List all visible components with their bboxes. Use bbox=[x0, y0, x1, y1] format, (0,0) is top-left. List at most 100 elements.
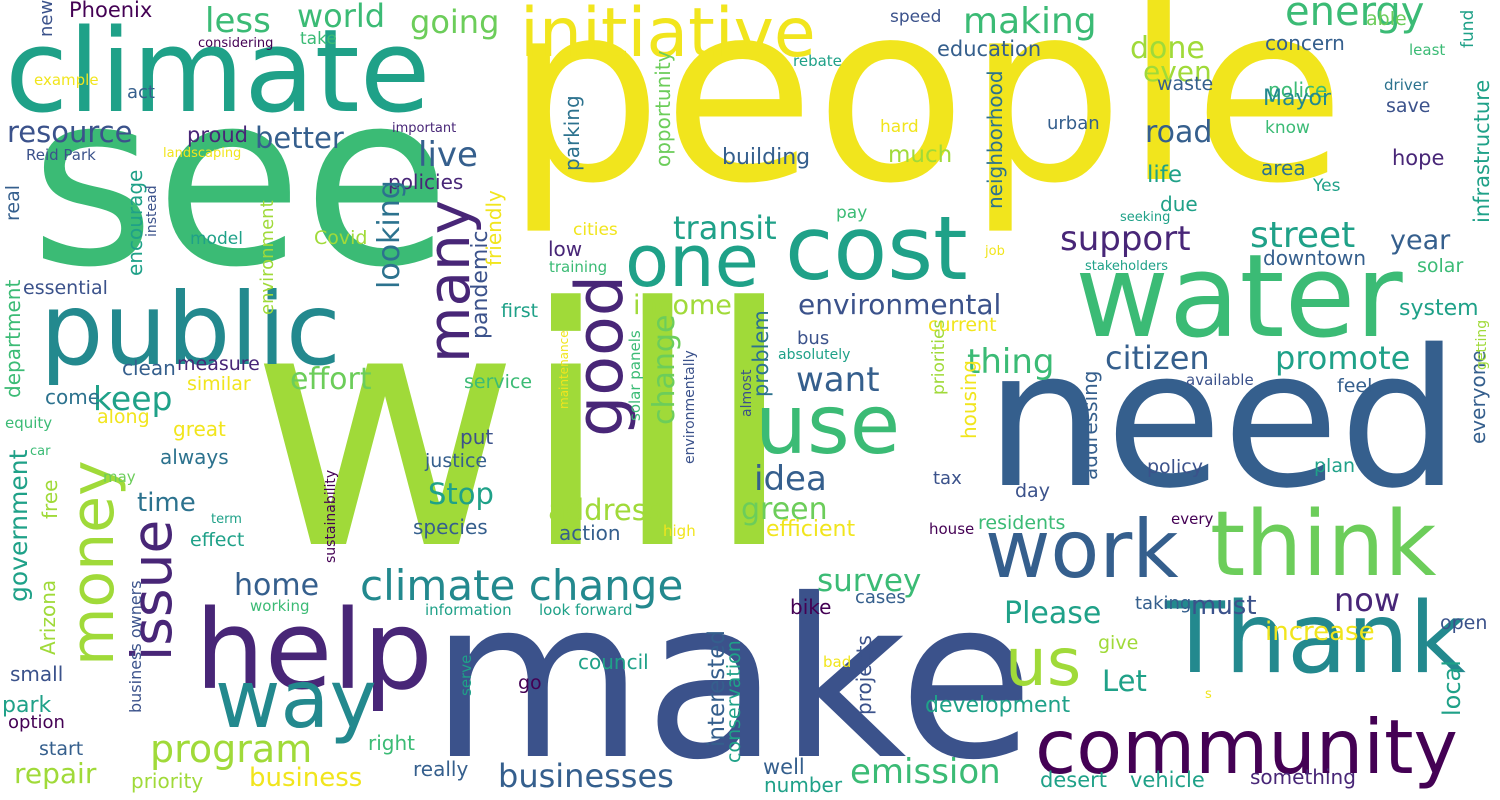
word-training: training bbox=[549, 258, 608, 276]
word-instead: instead bbox=[144, 185, 160, 237]
word-covid: Covid bbox=[314, 227, 368, 249]
word-reid-park: Reid Park bbox=[26, 146, 96, 164]
word-council: council bbox=[578, 650, 649, 674]
word-cities: cities bbox=[573, 220, 618, 240]
word-water: water bbox=[1075, 230, 1403, 364]
word-solar-panels: solar panels bbox=[626, 330, 644, 421]
word-idea: idea bbox=[754, 459, 827, 499]
word-plan: plan bbox=[1314, 455, 1356, 477]
word-conservation: conservation bbox=[723, 640, 745, 763]
word-know: know bbox=[1265, 118, 1310, 138]
word-take: take bbox=[300, 29, 337, 49]
word-looking: looking bbox=[372, 180, 407, 289]
word-parking: parking bbox=[560, 95, 584, 171]
word-option: option bbox=[8, 712, 65, 733]
word-department: department bbox=[1, 280, 25, 399]
word-please: Please bbox=[1004, 596, 1102, 631]
word-neighborhood: neighborhood bbox=[983, 70, 1007, 209]
word-serve: serve bbox=[457, 655, 475, 697]
word-able: able bbox=[1366, 8, 1407, 30]
word-need: need bbox=[985, 309, 1460, 530]
word-bus: bus bbox=[797, 328, 830, 349]
word-bad: bad bbox=[823, 653, 852, 671]
word-high: high bbox=[663, 522, 696, 540]
word-stop: Stop bbox=[428, 477, 494, 511]
word-system: system bbox=[1399, 296, 1479, 321]
word-car: car bbox=[30, 444, 51, 459]
word-park: park bbox=[2, 693, 52, 718]
word-low: low bbox=[548, 237, 583, 261]
word-absolutely: absolutely bbox=[778, 347, 851, 363]
word-development: development bbox=[925, 693, 1071, 718]
word-act: act bbox=[127, 82, 155, 103]
word-making: making bbox=[963, 1, 1097, 42]
word-getting: getting bbox=[1474, 320, 1490, 371]
word-efficient: efficient bbox=[766, 517, 856, 542]
word-working: working bbox=[250, 597, 310, 615]
word-now: now bbox=[1334, 581, 1401, 619]
word-cost: cost bbox=[785, 197, 968, 300]
word-encourage: encourage bbox=[123, 170, 147, 277]
word-model: model bbox=[190, 229, 243, 249]
word-environment: environment bbox=[257, 200, 278, 315]
word-example: example bbox=[34, 71, 99, 89]
word-proud: proud bbox=[187, 123, 248, 147]
word-infrastructure: infrastructure bbox=[1470, 80, 1494, 224]
word-transit: transit bbox=[673, 209, 777, 247]
word-live: live bbox=[418, 135, 478, 175]
word-survey: survey bbox=[817, 563, 922, 599]
word-hope: hope bbox=[1392, 146, 1445, 170]
word-us: us bbox=[1005, 624, 1082, 701]
word-use: use bbox=[755, 378, 901, 473]
word-effect: effect bbox=[190, 529, 245, 551]
word-businesses: businesses bbox=[498, 757, 674, 795]
word-program: program bbox=[150, 727, 313, 771]
word-every: every bbox=[1171, 510, 1214, 528]
word-well: well bbox=[763, 755, 805, 779]
word-education: education bbox=[937, 37, 1042, 61]
word-environmental: environmental bbox=[798, 288, 1002, 321]
word-essential: essential bbox=[23, 277, 108, 299]
word-done: done bbox=[1130, 31, 1205, 66]
word-concern: concern bbox=[1265, 31, 1345, 55]
word-tax: tax bbox=[933, 468, 962, 489]
word-free: free bbox=[38, 480, 62, 520]
word-way: way bbox=[215, 653, 377, 746]
word-cases: cases bbox=[855, 587, 906, 608]
word-phoenix: Phoenix bbox=[69, 0, 153, 22]
word-housing: housing bbox=[957, 360, 981, 439]
word-rebate: rebate bbox=[793, 52, 842, 70]
word-equity: equity bbox=[5, 414, 53, 432]
word-help: help bbox=[195, 586, 433, 714]
word-opportunity: opportunity bbox=[651, 50, 675, 167]
word-people: people bbox=[505, 0, 1346, 238]
word-may: may bbox=[103, 468, 136, 486]
word-driver: driver bbox=[1384, 76, 1429, 94]
word-put: put bbox=[460, 425, 494, 449]
word-change: change bbox=[647, 315, 682, 426]
word-come: come bbox=[45, 385, 101, 409]
word-residents: residents bbox=[978, 512, 1066, 534]
word-considering: considering bbox=[198, 36, 274, 51]
word-building: building bbox=[722, 145, 811, 170]
word-waste: waste bbox=[1157, 73, 1214, 95]
word-right: right bbox=[368, 731, 415, 755]
word-maintenance: maintenance bbox=[557, 330, 571, 409]
word-thing: thing bbox=[967, 342, 1055, 382]
word-projects: projects bbox=[852, 635, 876, 715]
word-due: due bbox=[1160, 192, 1198, 216]
word-even: even bbox=[1143, 55, 1212, 88]
word-year: year bbox=[1390, 225, 1451, 256]
word-number: number bbox=[764, 773, 843, 797]
word-seeking: seeking bbox=[1120, 210, 1171, 225]
word-feel: feel bbox=[1337, 375, 1373, 397]
word-repair: repair bbox=[14, 757, 97, 790]
word-downtown: downtown bbox=[1263, 246, 1367, 270]
word-energy: energy bbox=[1285, 0, 1425, 35]
word-life: life bbox=[1147, 162, 1183, 188]
word-sustainability: sustainability bbox=[323, 470, 339, 564]
word-business-owners: business owners bbox=[126, 580, 145, 713]
word-justice: justice bbox=[425, 450, 488, 472]
word-make: make bbox=[430, 552, 1035, 800]
